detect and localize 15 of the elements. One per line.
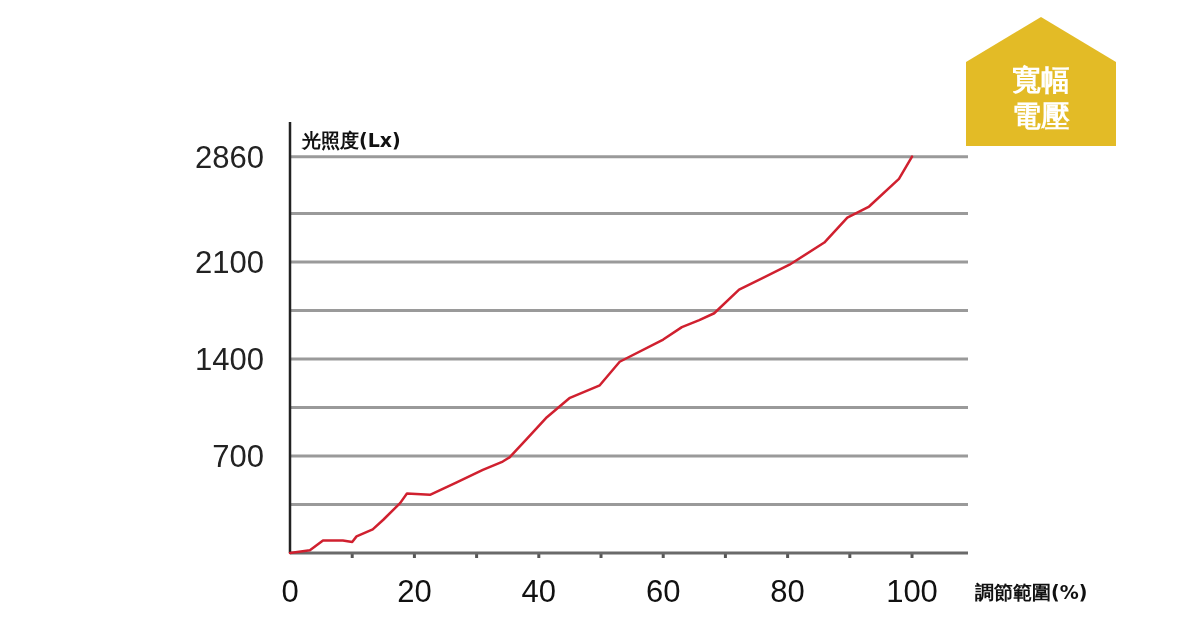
line-series	[288, 155, 914, 555]
x-tick-label: 80	[770, 574, 805, 609]
y-tick-label: 2860	[195, 139, 264, 175]
y-tick-label: 2100	[195, 244, 264, 280]
y-axis-title: 光照度(Lx)	[301, 129, 401, 151]
x-tick-label: 40	[521, 574, 557, 609]
x-tick-label: 0	[281, 574, 299, 609]
x-tick-label: 60	[645, 574, 681, 609]
x-axis-title: 調節範圍(%)	[975, 581, 1088, 603]
text: 寬幅	[1012, 63, 1070, 97]
text: 電壓	[1012, 99, 1070, 133]
y-tick-label: 1400	[195, 341, 264, 377]
x-tick-label: 20	[397, 574, 432, 609]
y-tick-label: 700	[212, 438, 264, 474]
x-tick-label: 100	[886, 574, 938, 609]
